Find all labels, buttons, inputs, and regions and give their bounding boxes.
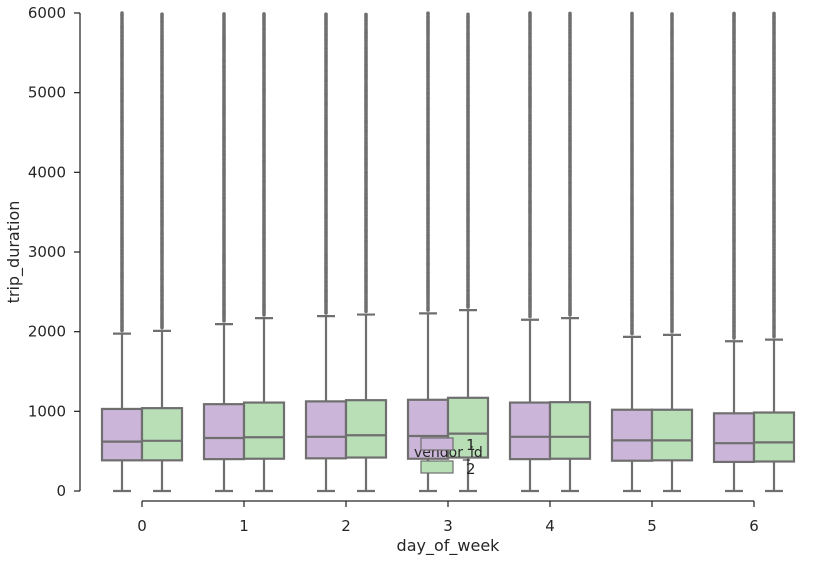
box-iqr [650, 408, 694, 462]
box-iqr [712, 412, 756, 464]
box-group [100, 11, 144, 493]
outlier-point [222, 12, 226, 16]
outlier-point [732, 11, 736, 16]
box-iqr [548, 401, 592, 460]
box-group [140, 12, 184, 493]
x-tick-label: 4 [545, 517, 555, 535]
outlier-point [120, 11, 124, 15]
box-group [406, 11, 450, 493]
box-iqr [140, 407, 184, 462]
box-iqr [100, 407, 144, 462]
outlier-point [466, 12, 470, 17]
legend-swatch-vendor-2 [420, 460, 454, 474]
outlier-point [364, 12, 368, 17]
box-iqr [202, 403, 246, 461]
legend: vendor_id 1 2 [414, 436, 483, 478]
legend-swatch-vendor-1 [420, 437, 454, 451]
y-tick-label: 1000 [28, 402, 66, 420]
y-axis-label: trip_duration [4, 201, 24, 304]
x-axis-label: day_of_week [397, 536, 501, 556]
box-iqr [446, 396, 490, 459]
outlier-point [324, 12, 328, 16]
box-group [446, 12, 490, 493]
y-tick-label: 3000 [28, 243, 66, 261]
outlier-point [568, 11, 572, 16]
x-ticks: 0 1 2 3 4 5 6 [137, 501, 759, 535]
y-tick-label: 4000 [28, 163, 66, 181]
box-iqr [610, 408, 654, 462]
box-group [650, 12, 694, 493]
box-group [752, 11, 796, 493]
y-tick-label: 2000 [28, 323, 66, 341]
x-tick-label: 6 [749, 517, 759, 535]
x-tick-label: 0 [137, 517, 147, 535]
y-tick-label: 6000 [28, 4, 66, 22]
y-tick-label: 5000 [28, 84, 66, 102]
box-iqr [242, 401, 286, 460]
legend-label-vendor-1: 1 [466, 436, 476, 454]
y-tick-label: 0 [56, 482, 66, 500]
box-group [548, 11, 592, 493]
box-iqr [752, 411, 796, 463]
outlier-point [772, 11, 776, 16]
x-tick-label: 3 [443, 517, 453, 535]
box-group [508, 11, 552, 493]
box-group [712, 11, 756, 493]
outlier-point [262, 12, 266, 16]
outlier-point [630, 11, 634, 16]
x-tick-label: 2 [341, 517, 351, 535]
axes: 0 1000 2000 3000 4000 5000 6000 0 1 2 3 4 5 6 day_of… [4, 4, 759, 556]
box-group [610, 11, 654, 493]
outlier-point [160, 12, 164, 16]
box-iqr [304, 400, 348, 460]
y-ticks: 0 1000 2000 3000 4000 5000 6000 [28, 4, 80, 500]
plot-area [100, 11, 796, 493]
outlier-point [670, 12, 674, 16]
box-group [304, 12, 348, 493]
box-iqr [508, 401, 552, 461]
x-tick-label: 1 [239, 517, 249, 535]
box-group [202, 12, 246, 493]
box-iqr [344, 399, 388, 459]
x-tick-label: 5 [647, 517, 657, 535]
box-group [242, 12, 286, 493]
outlier-point [528, 11, 532, 15]
legend-label-vendor-2: 2 [466, 460, 476, 478]
box-group [344, 12, 388, 493]
outlier-point [426, 11, 430, 16]
